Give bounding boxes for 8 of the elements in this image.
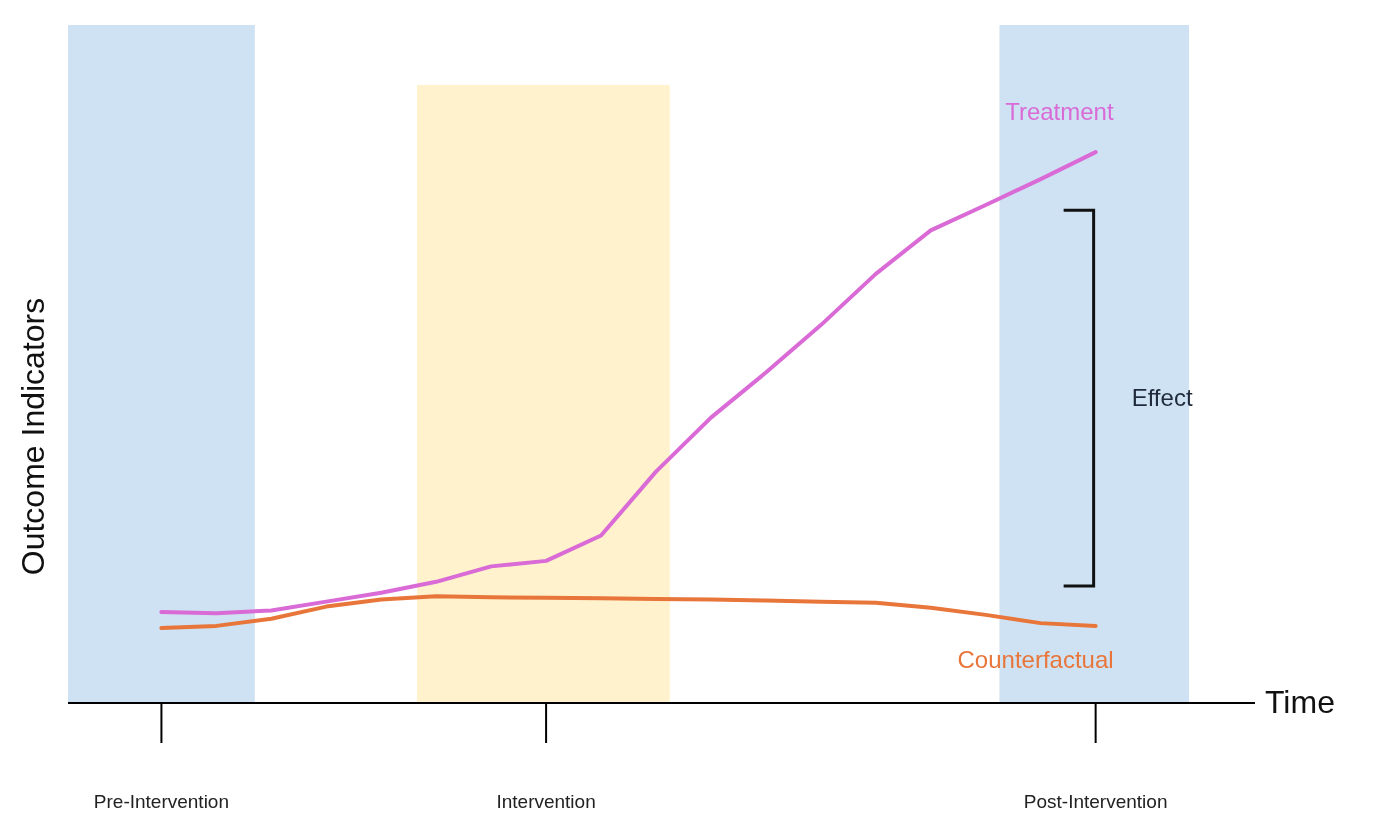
x-tick-label: Post-Intervention (1023, 791, 1168, 812)
x-tick-label: Pre-Intervention (93, 791, 230, 812)
series-label: Treatment (1005, 98, 1114, 126)
y-axis-title: Outcome Indicators (15, 297, 51, 576)
series-label: Counterfactual (957, 645, 1114, 673)
x-axis-title: Time (1265, 684, 1335, 720)
x-tick-label: Intervention (496, 791, 596, 812)
text: Effect (1131, 384, 1193, 411)
